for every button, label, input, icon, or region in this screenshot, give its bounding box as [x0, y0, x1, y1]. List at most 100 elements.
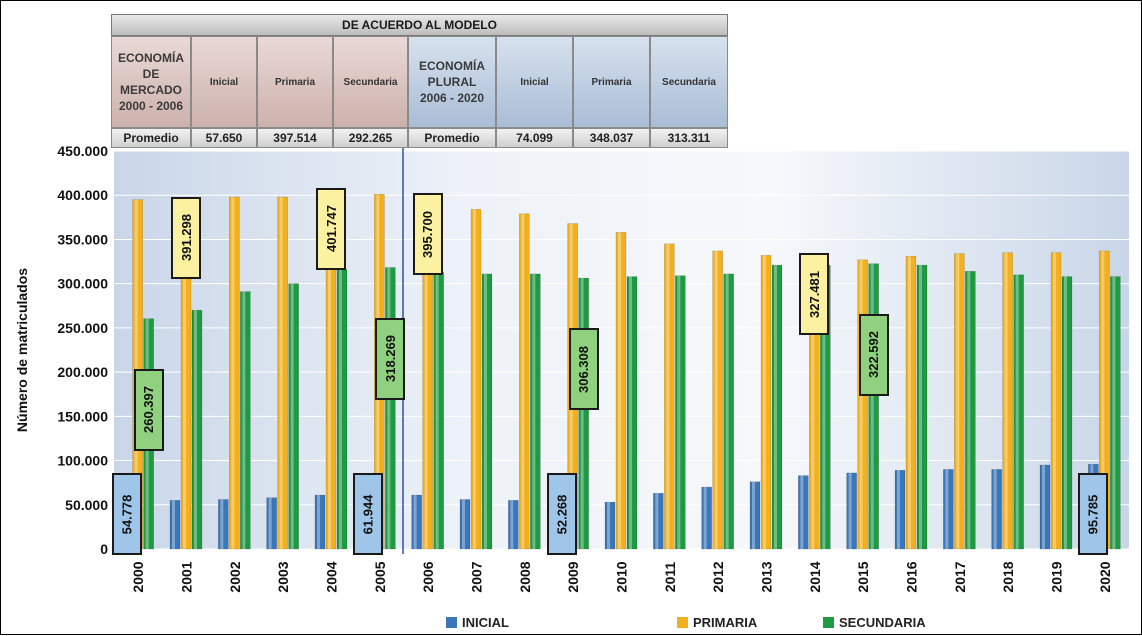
x-tick-label: 2014 — [807, 561, 823, 592]
plural-col-inicial: Inicial — [496, 36, 573, 128]
bar-highlight — [800, 475, 804, 549]
bar-highlight — [1015, 274, 1019, 549]
bar-highlight — [521, 213, 525, 549]
bar-inicial-2003 — [266, 497, 277, 550]
data-label-secundaria-2000: 260.397 — [133, 368, 164, 451]
bar-secundaria-2015 — [868, 263, 879, 550]
y-tick-label: 350.000 — [57, 231, 108, 247]
x-tick-label: 2001 — [179, 561, 195, 592]
bar-highlight — [629, 276, 632, 549]
bar-secundaria-2011 — [675, 275, 686, 550]
x-tick-label: 2004 — [324, 561, 340, 592]
x-tick-label: 2006 — [420, 561, 436, 592]
bar-primaria-2015 — [857, 259, 868, 550]
data-label-primaria-2014: 327.481 — [799, 253, 830, 336]
bar-secundaria-2010 — [626, 276, 638, 550]
bar-highlight — [859, 259, 863, 549]
y-tick-label: 100.000 — [57, 453, 108, 469]
bar-highlight — [848, 472, 852, 549]
bar-highlight — [328, 193, 331, 549]
bar-highlight — [993, 469, 997, 549]
bar-highlight — [870, 263, 874, 549]
y-tick-label: 400.000 — [57, 187, 108, 203]
bar-primaria-2019 — [1050, 252, 1062, 550]
plural-col-secundaria: Secundaria — [650, 36, 728, 128]
x-tick-label: 2015 — [855, 561, 871, 592]
bar-highlight — [435, 272, 439, 549]
bar-highlight — [532, 273, 536, 549]
bar-highlight — [580, 278, 584, 549]
bar-highlight — [811, 259, 815, 549]
bar-highlight — [1004, 252, 1008, 549]
bar-highlight — [242, 291, 246, 549]
bar-inicial-2002 — [218, 499, 229, 550]
x-tick-label: 2010 — [614, 561, 630, 592]
x-tick-label: 2005 — [372, 561, 388, 592]
bar-inicial-2013 — [749, 481, 761, 550]
bar-highlight — [897, 470, 900, 549]
x-tick-label: 2003 — [275, 561, 291, 592]
bar-highlight — [290, 283, 294, 549]
bar-highlight — [919, 265, 922, 549]
bar-primaria-2002 — [229, 196, 240, 550]
plural-average-label: Promedio — [408, 128, 496, 148]
data-label-primaria-2004: 401.747 — [316, 187, 346, 270]
bar-primaria-2012 — [712, 250, 723, 550]
data-label-text: 391.298 — [178, 214, 194, 262]
bar-secundaria-2019 — [1061, 276, 1073, 550]
bar-highlight — [666, 243, 670, 549]
y-tick-label: 300.000 — [57, 276, 108, 292]
bar-highlight — [908, 256, 911, 549]
data-label-text: 61.944 — [360, 494, 376, 534]
bar-highlight — [1101, 250, 1105, 550]
bar-inicial-2012 — [701, 486, 712, 550]
market-average-inicial: 57.650 — [191, 128, 257, 148]
legend-item-primaria: PRIMARIA — [677, 615, 757, 630]
data-label-inicial-2009: 52.268 — [546, 473, 577, 555]
bar-highlight — [231, 196, 235, 550]
y-tick-label: 250.000 — [57, 320, 108, 336]
data-label-text: 322.592 — [866, 331, 882, 379]
x-tick-label: 2017 — [952, 561, 968, 592]
x-tick-label: 2009 — [565, 561, 581, 592]
bar-highlight — [1053, 252, 1056, 549]
bar-secundaria-2008 — [530, 273, 541, 550]
legend-swatch — [677, 617, 688, 628]
market-average-secundaria: 292.265 — [333, 128, 408, 148]
x-tick-label: 2019 — [1049, 561, 1065, 592]
data-label-text: 54.778 — [119, 494, 135, 534]
bar-highlight — [172, 500, 175, 549]
bar-highlight — [279, 196, 283, 550]
bar-highlight — [655, 493, 659, 549]
bar-highlight — [413, 495, 417, 549]
bar-primaria-2011 — [664, 243, 675, 550]
y-axis-title: Número de matriculados — [14, 268, 30, 432]
table-title: DE ACUERDO AL MODELO — [111, 14, 728, 36]
data-label-text: 95.785 — [1085, 494, 1101, 534]
x-tick-label: 2012 — [710, 561, 726, 592]
legend-label: PRIMARIA — [693, 615, 758, 630]
y-tick-label: 0 — [100, 541, 108, 557]
x-tick-label: 2020 — [1097, 561, 1113, 592]
data-label-text: 401.747 — [323, 205, 339, 253]
bar-primaria-2013 — [760, 255, 772, 550]
plural-average-inicial: 74.099 — [496, 128, 573, 148]
x-tick-label: 2002 — [227, 561, 243, 592]
legend-label: INICIAL — [462, 615, 509, 630]
bar-secundaria-2020 — [1110, 276, 1121, 550]
bar-highlight — [725, 273, 729, 549]
bar-inicial-2018 — [991, 469, 1002, 550]
market-col-primaria: Primaria — [257, 36, 333, 128]
plural-average-primaria: 348.037 — [573, 128, 650, 148]
legend-swatch — [823, 617, 834, 628]
bar-highlight — [822, 265, 826, 549]
bar-secundaria-2017 — [965, 271, 976, 550]
x-tick-label: 2016 — [904, 561, 920, 592]
bar-highlight — [220, 499, 224, 549]
data-label-text: 318.269 — [382, 335, 398, 382]
bar-highlight — [510, 500, 514, 549]
bar-inicial-2010 — [604, 501, 616, 550]
bar-highlight — [607, 502, 610, 549]
legend-label: SECUNDARIA — [839, 615, 926, 630]
